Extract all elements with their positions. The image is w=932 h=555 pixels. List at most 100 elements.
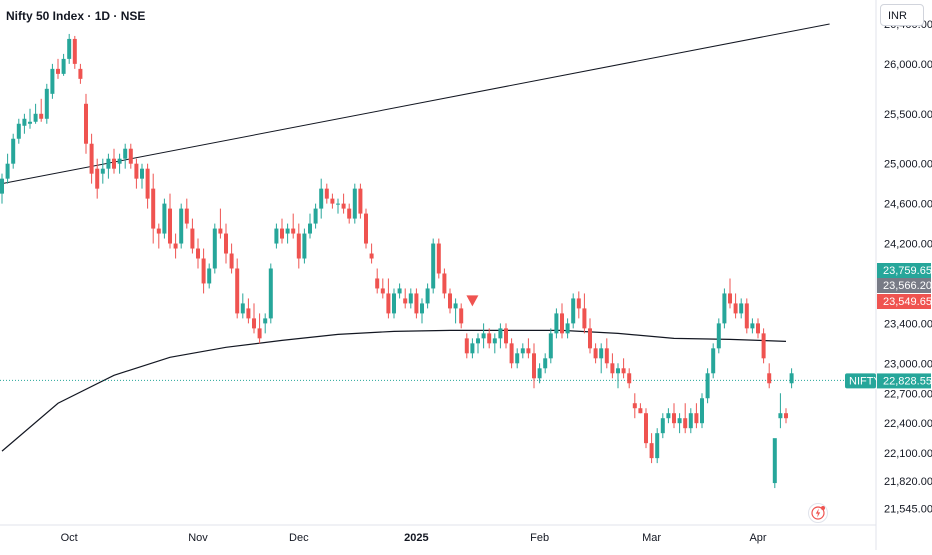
candle[interactable] [498,323,503,349]
candle[interactable] [235,258,240,319]
candle[interactable] [100,158,105,184]
candle[interactable] [336,198,340,214]
candle[interactable] [319,178,324,219]
currency-button[interactable]: INR [880,4,924,26]
candle[interactable] [515,348,520,369]
candle[interactable] [576,291,581,319]
candle[interactable] [39,98,44,122]
candle[interactable] [476,333,480,354]
candle[interactable] [420,298,424,324]
candle[interactable] [302,228,307,264]
candle[interactable] [470,338,475,359]
candle[interactable] [252,303,256,334]
candle[interactable] [481,323,486,349]
candle[interactable] [240,293,245,319]
candle[interactable] [156,223,161,249]
candle[interactable] [330,193,335,209]
candle[interactable] [179,203,184,249]
candle[interactable] [660,413,665,439]
candle[interactable] [778,393,783,429]
candle[interactable] [67,33,72,64]
candle[interactable] [728,278,732,309]
candle[interactable] [33,103,38,124]
candle[interactable] [78,63,83,84]
candle[interactable] [616,363,620,389]
candle[interactable] [28,108,32,129]
candle[interactable] [140,163,144,189]
lightning-icon[interactable] [808,503,828,523]
candle[interactable] [61,53,66,76]
candle[interactable] [246,298,251,324]
candle[interactable] [134,158,139,189]
candle[interactable] [571,293,576,329]
candle[interactable] [190,218,195,254]
candle[interactable] [84,93,88,154]
candle[interactable] [196,238,200,269]
candle[interactable] [414,288,419,319]
candle[interactable] [588,318,592,354]
candle[interactable] [386,278,391,319]
candle[interactable] [621,358,626,379]
candle[interactable] [526,338,531,359]
candle[interactable] [313,203,318,229]
candle[interactable] [716,318,721,354]
candle[interactable] [173,233,178,259]
candle[interactable] [375,268,380,294]
candle[interactable] [112,148,116,174]
candle[interactable] [285,223,290,244]
candle[interactable] [308,213,312,239]
candle[interactable] [711,343,716,379]
candle[interactable] [750,318,755,334]
candle[interactable] [532,343,536,389]
candle[interactable] [425,283,430,309]
candle[interactable] [229,243,234,274]
candle[interactable] [392,288,396,319]
candle[interactable] [380,278,385,299]
candle[interactable] [224,223,228,264]
candle[interactable] [610,353,615,379]
candle[interactable] [582,293,587,334]
candle[interactable] [649,433,654,464]
candle[interactable] [459,303,464,329]
candle[interactable] [56,58,60,79]
candle[interactable] [537,363,542,384]
candle[interactable] [464,333,469,359]
candle[interactable] [509,338,514,369]
candle[interactable] [767,363,772,389]
candle[interactable] [560,303,564,339]
candle[interactable] [632,393,637,419]
candle[interactable] [50,63,55,99]
candle[interactable] [543,353,548,374]
candle[interactable] [565,318,570,339]
candle[interactable] [16,118,21,144]
candle[interactable] [694,403,699,429]
candle[interactable] [722,288,727,329]
candle[interactable] [168,193,172,249]
candle[interactable] [89,133,94,184]
candle[interactable] [95,158,100,199]
candle[interactable] [324,183,329,204]
candle[interactable] [397,283,402,299]
candle[interactable] [291,213,296,239]
candle[interactable] [364,208,368,249]
candle[interactable] [604,338,609,369]
candle[interactable] [22,113,27,134]
candle[interactable] [280,218,284,244]
candle[interactable] [296,223,301,269]
candle[interactable] [688,408,693,434]
candle[interactable] [453,298,458,324]
candle[interactable] [5,153,10,184]
candle[interactable] [504,323,508,349]
candle[interactable] [739,298,744,319]
candle[interactable] [548,328,553,364]
candle[interactable] [106,153,111,179]
candle[interactable] [733,293,738,319]
candle[interactable] [593,343,598,364]
candle[interactable] [72,35,77,69]
candle[interactable] [341,193,346,214]
candle[interactable] [44,83,49,124]
candle[interactable] [207,263,212,289]
candle[interactable] [756,318,760,339]
candle[interactable] [448,288,452,314]
